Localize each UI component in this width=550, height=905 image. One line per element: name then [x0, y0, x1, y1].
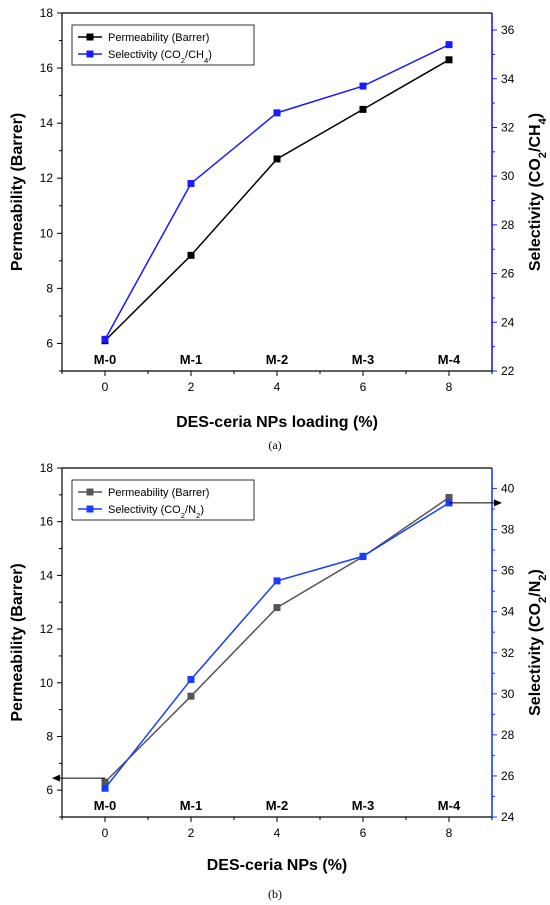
- chart-b-caption: (b): [268, 887, 282, 901]
- chart-a-series-1-point: [359, 82, 367, 90]
- chart-b-legend-label-1: Selectivity (CO2/N2): [108, 504, 204, 520]
- chart-b-x-axis-title: DES-ceria NPs (%): [207, 857, 348, 874]
- chart-b-category-label: M-0: [94, 798, 116, 813]
- chart-a-y2-tick-label: 34: [501, 72, 515, 86]
- chart-b-x-tick-label: 6: [360, 826, 367, 840]
- chart-b-series-1-point: [359, 552, 367, 560]
- chart-b-legend-marker-1: [86, 505, 94, 513]
- chart-a-x-tick-label: 8: [446, 380, 453, 394]
- chart-panel-a: 6 8 10 12 14 16 18 22 24 26 28 30 32 34 36 0 2 4 6 8 M-0 M-1 M…: [0, 0, 550, 452]
- chart-a-category-label: M-3: [352, 352, 374, 367]
- chart-b-category-label: M-3: [352, 798, 374, 813]
- chart-a-y-tick-label: 16: [40, 61, 54, 75]
- chart-b-y2-tick-label: 32: [501, 646, 515, 660]
- chart-a-y-tick-label: 12: [40, 171, 54, 185]
- chart-a-series-0-point: [273, 155, 281, 163]
- chart-a-x-tick-label: 4: [274, 380, 281, 394]
- chart-b-y2-tick-label: 38: [501, 523, 515, 537]
- chart-a-y2-tick-label: 22: [501, 364, 515, 378]
- chart-b-y-axis-title: Permeability (Barrer): [9, 563, 26, 721]
- chart-b-y2-tick-label: 30: [501, 687, 515, 701]
- chart-b-series-0-point: [445, 494, 453, 502]
- chart-a-y2-tick-label: 28: [501, 218, 515, 232]
- chart-a-y2-tick-label: 36: [501, 23, 515, 37]
- chart-a-series-0-line: [104, 59, 450, 342]
- chart-a-legend-label-1: Selectivity (CO2/CH4): [108, 49, 212, 65]
- chart-a-y2-tick-label: 24: [501, 315, 515, 329]
- chart-a-legend-box: [71, 24, 255, 66]
- chart-a-caption: (a): [268, 438, 282, 452]
- chart-a-series-1-point: [273, 109, 281, 117]
- chart-b-series-0-line: [104, 496, 450, 783]
- chart-b-series-0-point: [187, 692, 195, 700]
- chart-b-series-1-point: [187, 675, 195, 683]
- chart-a-y-axis-title: Permeability (Barrer): [9, 113, 26, 271]
- chart-a-legend-label-0: Permeability (Barrer): [108, 32, 209, 44]
- chart-a-y2-axis-title: Selectivity (CO2/CH4): [527, 113, 549, 271]
- chart-a-x-tick-label: 6: [360, 380, 367, 394]
- chart-a-x-tick-label: 0: [102, 380, 109, 394]
- chart-b-y2-tick-label: 40: [501, 482, 515, 496]
- chart-b-category-label: M-2: [266, 798, 288, 813]
- chart-b-y2-tick-label: 26: [501, 769, 515, 783]
- chart-b-category-label: M-4: [438, 798, 461, 813]
- chart-b-legend-box: [71, 479, 255, 521]
- chart-b-x-tick-label: 2: [188, 826, 195, 840]
- chart-a-series-1-point: [187, 179, 195, 187]
- chart-b-y2-axis-title: Selectivity (CO2/N2): [527, 569, 549, 716]
- chart-b-y2-tick-label: 28: [501, 728, 515, 742]
- chart-a-category-label: M-2: [266, 352, 288, 367]
- chart-a-category-label: M-1: [180, 352, 202, 367]
- chart-a-series-1-point: [101, 335, 109, 343]
- chart-a-category-label: M-4: [438, 352, 461, 367]
- chart-b-y-tick-label: 6: [46, 783, 53, 797]
- chart-b-y2-tick-label: 34: [501, 605, 515, 619]
- chart-a-y-tick-label: 8: [46, 281, 53, 295]
- chart-a-y-tick-label: 18: [40, 6, 54, 20]
- chart-a-y-tick-label: 10: [40, 226, 54, 240]
- chart-a-y-tick-label: 14: [40, 116, 54, 130]
- chart-b-x-tick-label: 8: [446, 826, 453, 840]
- chart-b-series-0-point: [101, 778, 109, 786]
- chart-b-arrow-0-head: [52, 774, 60, 782]
- chart-b-y-tick-label: 10: [40, 676, 54, 690]
- chart-a-x-axis-title: DES-ceria NPs loading (%): [176, 414, 378, 431]
- chart-b-arrow-1-head: [494, 499, 502, 507]
- chart-b-y-tick-label: 14: [40, 568, 54, 582]
- chart-b-legend-label-0: Permeability (Barrer): [108, 487, 209, 499]
- chart-panel-b: 6 8 10 12 14 16 18 24 26 28 30 32 34 36 38 40 0 2 4 6 8 M-0 M-…: [0, 452, 550, 904]
- chart-b-y-tick-label: 16: [40, 515, 54, 529]
- chart-b-x-tick-label: 0: [102, 826, 109, 840]
- chart-b-y-tick-label: 8: [46, 729, 53, 743]
- chart-b-y-tick-label: 18: [40, 461, 54, 475]
- chart-b-category-label: M-1: [180, 798, 202, 813]
- chart-b-series-1-point: [101, 784, 109, 792]
- chart-a-series-0-point: [187, 251, 195, 259]
- chart-a-y-tick-label: 6: [46, 336, 53, 350]
- chart-b-series-1-point: [273, 577, 281, 585]
- chart-b-x-tick-label: 4: [274, 826, 281, 840]
- chart-b-series-0-point: [273, 604, 281, 612]
- chart-a-legend-marker-1: [86, 50, 94, 58]
- chart-a-x-tick-label: 2: [188, 380, 195, 394]
- chart-a-legend-marker-0: [86, 33, 94, 41]
- chart-b-legend-marker-0: [86, 488, 94, 496]
- chart-a-y2-tick-label: 32: [501, 120, 515, 134]
- chart-a-series-1-point: [445, 41, 453, 49]
- chart-a-series-0-point: [359, 105, 367, 113]
- chart-b-y2-tick-label: 24: [501, 810, 515, 824]
- chart-b-series-1-line: [104, 502, 450, 789]
- chart-b-y2-tick-label: 36: [501, 564, 515, 578]
- chart-b-y-tick-label: 12: [40, 622, 54, 636]
- chart-a-y2-tick-label: 26: [501, 267, 515, 281]
- chart-a-series-0-point: [445, 56, 453, 64]
- chart-a-y2-tick-label: 30: [501, 169, 515, 183]
- chart-a-category-label: M-0: [94, 352, 116, 367]
